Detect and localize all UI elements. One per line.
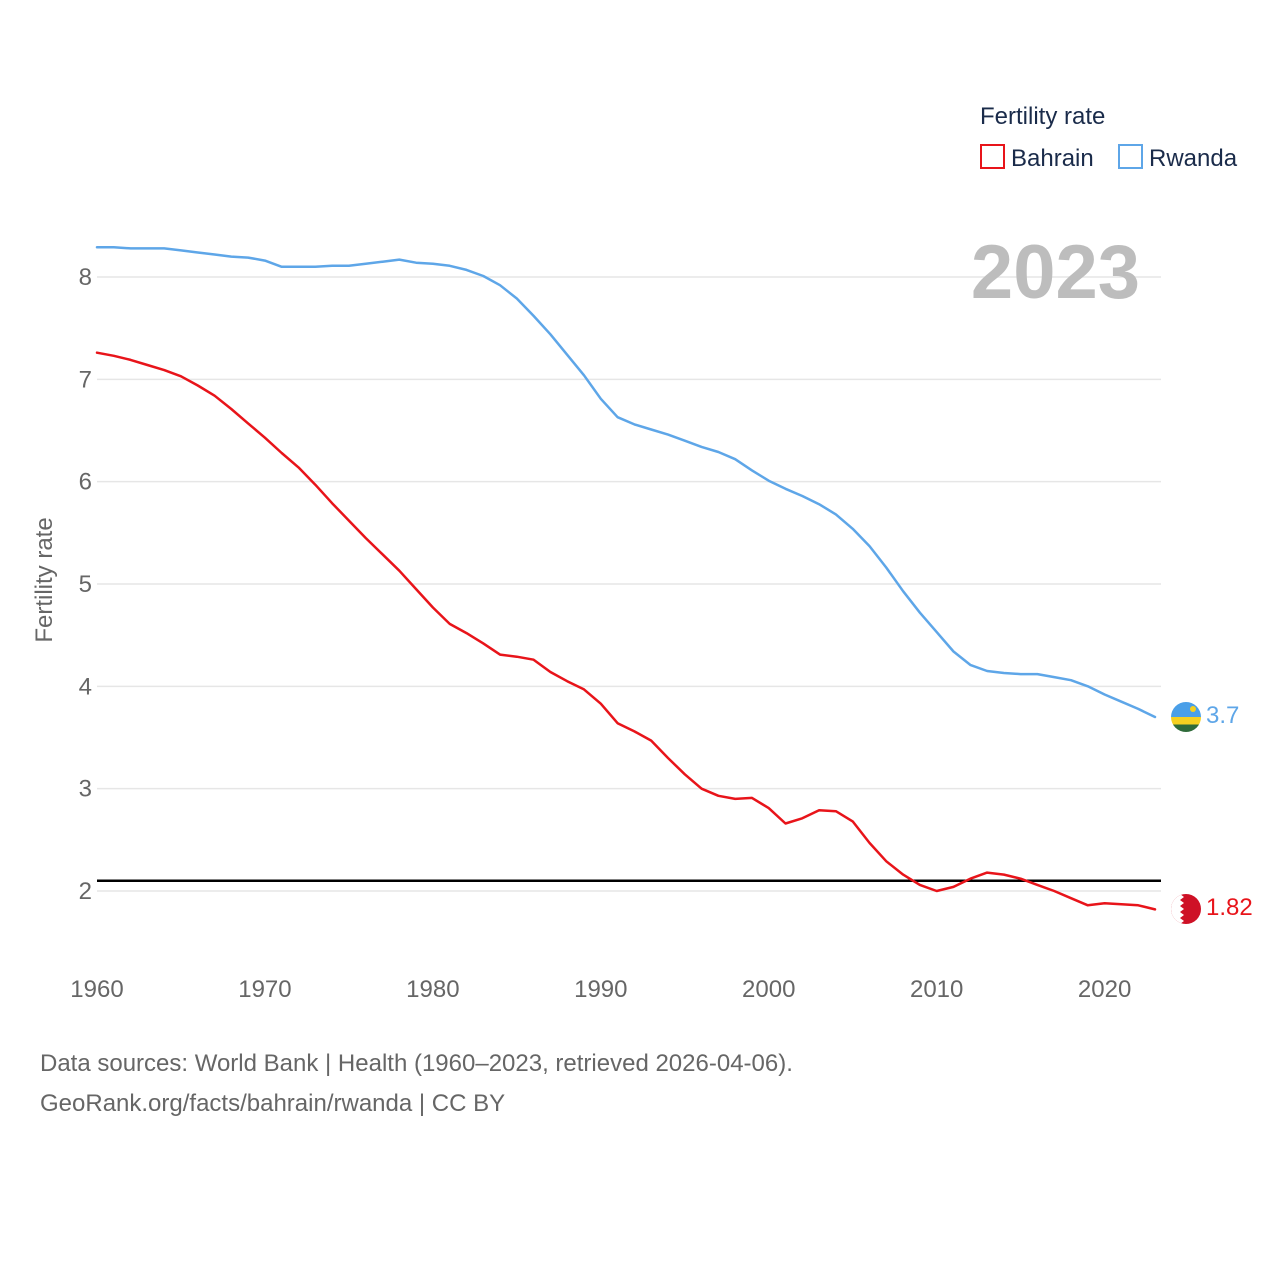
legend-title: Fertility rate — [980, 103, 1105, 130]
x-tick-label: 1960 — [70, 976, 123, 1003]
x-tick-label: 2020 — [1078, 976, 1131, 1003]
bahrain-end-label: 1.82 — [1206, 894, 1253, 921]
legend-swatch-bahrain[interactable] — [980, 144, 1005, 169]
x-tick-label: 2000 — [742, 976, 795, 1003]
x-tick-label: 1970 — [238, 976, 291, 1003]
x-tick-label: 1990 — [574, 976, 627, 1003]
y-axis: 2 3 4 5 6 7 8 — [79, 264, 92, 905]
y-tick-label: 8 — [79, 264, 92, 291]
rwanda-flag-icon — [1171, 702, 1201, 732]
footer: Data sources: World Bank | Health (1960–… — [40, 1044, 793, 1124]
gridlines — [97, 276, 1161, 892]
y-tick-label: 7 — [79, 366, 92, 393]
legend-label-bahrain[interactable]: Bahrain — [1011, 145, 1094, 172]
source-link[interactable]: GeoRank.org/facts/bahrain/rwanda | CC BY — [40, 1090, 506, 1117]
legend-label-rwanda[interactable]: Rwanda — [1149, 145, 1238, 172]
y-axis-label: Fertility rate — [31, 517, 58, 642]
y-tick-label: 5 — [79, 571, 92, 598]
bahrain-flag-icon — [1171, 894, 1201, 924]
data-source-note: Data sources: World Bank | Health (1960–… — [40, 1050, 793, 1077]
x-tick-label: 2010 — [910, 976, 963, 1003]
y-tick-label: 3 — [79, 776, 92, 803]
rwanda-end-label: 3.7 — [1206, 702, 1239, 729]
x-axis: 1960 1970 1980 1990 2000 2010 2020 — [70, 976, 1131, 1003]
y-tick-label: 2 — [79, 878, 92, 905]
legend-swatch-rwanda[interactable] — [1118, 144, 1143, 169]
y-tick-label: 6 — [79, 469, 92, 496]
chart: 2 3 4 5 6 7 8 1960 1970 1980 1990 2000 2010 2020 Fer… — [31, 103, 1253, 1003]
x-tick-label: 1980 — [406, 976, 459, 1003]
series-line-rwanda[interactable] — [95, 246, 1157, 719]
series-line-bahrain[interactable] — [95, 351, 1157, 911]
y-tick-label: 4 — [79, 673, 92, 700]
year-label: 2023 — [971, 230, 1140, 315]
